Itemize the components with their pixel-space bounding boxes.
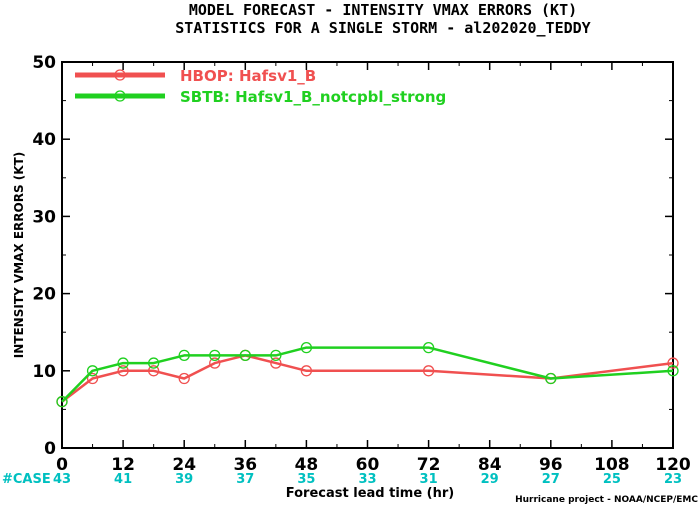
- x-axis-label: Forecast lead time (hr): [286, 486, 454, 501]
- credit-text: Hurricane project - NOAA/NCEP/EMC: [515, 495, 698, 505]
- case-count: 37: [236, 472, 254, 487]
- data-point-series-1: [117, 365, 129, 377]
- data-point-series-2: [209, 349, 221, 362]
- case-label: #CASE: [2, 472, 51, 487]
- case-count: 23: [664, 472, 682, 487]
- data-point-series-2: [239, 349, 251, 362]
- legend-marker-2: [114, 90, 126, 102]
- case-count: 25: [603, 472, 621, 487]
- series-layer: [56, 341, 679, 408]
- x-tick-label: 120: [655, 455, 691, 475]
- case-count: 43: [53, 472, 71, 487]
- x-tick-label: 84: [478, 455, 502, 475]
- data-point-series-2: [545, 372, 557, 385]
- x-tick-label: 60: [356, 455, 380, 475]
- data-point-series-2: [667, 365, 679, 377]
- case-count: 35: [297, 472, 315, 487]
- data-point-series-1: [209, 357, 221, 369]
- data-point-series-1: [86, 372, 99, 385]
- case-count: 27: [542, 472, 560, 487]
- legend-label-1: HBOP: Hafsv1_B: [180, 67, 316, 85]
- case-count: 41: [114, 472, 132, 487]
- y-axis-label: INTENSITY VMAX ERRORS (KT): [12, 152, 26, 358]
- data-point-series-2: [117, 357, 129, 369]
- x-tick-label: 36: [233, 455, 257, 475]
- x-tick-label: 72: [417, 455, 441, 475]
- chart-subtitle: STATISTICS FOR A SINGLE STORM - al202020…: [175, 19, 590, 37]
- case-count: 31: [420, 472, 438, 487]
- data-point-series-1: [147, 365, 160, 377]
- y-tick-label: 30: [32, 207, 56, 227]
- data-point-series-1: [422, 365, 435, 377]
- case-counts: 43 41 39 37 35 33 31 29 27 25 23: [53, 472, 682, 487]
- data-point-series-2: [422, 341, 435, 354]
- data-point-series-1: [178, 372, 190, 385]
- x-tick-label: 108: [594, 455, 630, 475]
- y-tick-label: 50: [32, 53, 56, 73]
- data-point-series-2: [147, 357, 160, 369]
- y-tick-label: 10: [32, 362, 56, 382]
- case-count: 29: [481, 472, 499, 487]
- data-point-series-2: [178, 349, 190, 362]
- data-point-series-2: [56, 396, 68, 408]
- x-tick-label: 0: [56, 455, 68, 475]
- x-tick-label: 48: [295, 455, 319, 475]
- chart-title: MODEL FORECAST - INTENSITY VMAX ERRORS (…: [189, 1, 577, 19]
- x-tick-label: 12: [111, 455, 135, 475]
- case-count: 39: [175, 472, 193, 487]
- data-point-series-2: [300, 341, 313, 354]
- y-tick-label: 40: [32, 130, 56, 150]
- y-tick-label: 20: [32, 285, 56, 305]
- legend: HBOP: Hafsv1_B SBTB: Hafsv1_B_notcpbl_str…: [75, 67, 446, 106]
- legend-label-2: SBTB: Hafsv1_B_notcpbl_strong: [180, 88, 446, 106]
- x-tick-label: 24: [172, 455, 196, 475]
- data-point-series-1: [300, 365, 313, 377]
- data-point-series-1: [270, 357, 282, 369]
- plot-frame: [61, 61, 674, 449]
- axes: 0 12 24 36 48 60 72 84 96 108 120 0 10 20 30 40 50: [32, 53, 691, 475]
- y-tick-label: 0: [44, 439, 56, 459]
- data-point-series-2: [86, 365, 99, 377]
- x-tick-label: 96: [539, 455, 563, 475]
- case-count: 33: [358, 472, 376, 487]
- data-point-series-1: [667, 357, 679, 369]
- data-point-series-2: [270, 349, 282, 362]
- legend-marker-1: [114, 69, 126, 81]
